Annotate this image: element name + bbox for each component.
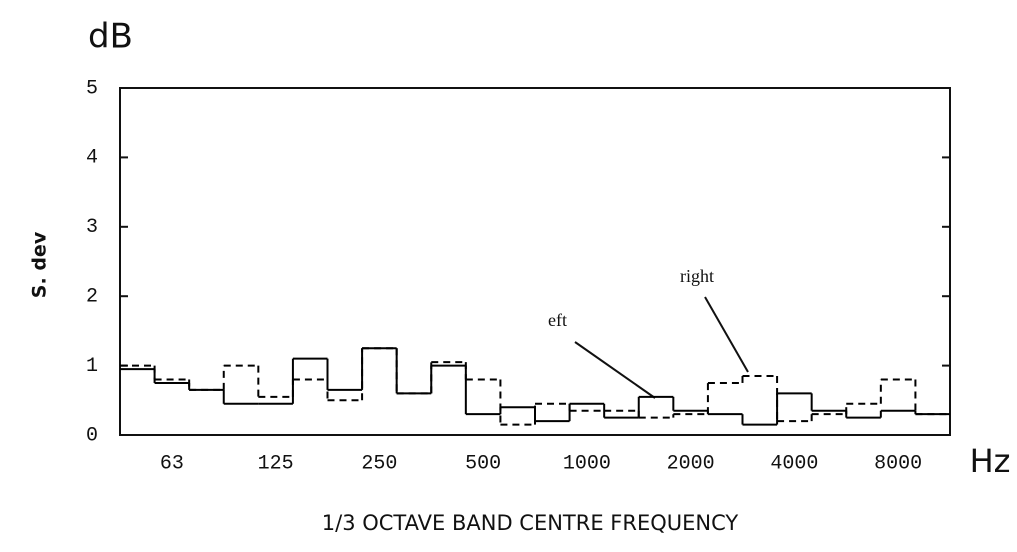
x-tick-label: 8000 bbox=[874, 452, 922, 475]
annotation: right bbox=[680, 266, 714, 286]
x-tick-label: 250 bbox=[361, 452, 397, 475]
plot-frame bbox=[119, 87, 951, 436]
chart-title: dB bbox=[88, 17, 133, 57]
leader-line bbox=[704, 296, 749, 373]
y-tick-label: 1 bbox=[86, 355, 98, 378]
leader-line bbox=[574, 341, 656, 399]
x-tick-label: 125 bbox=[258, 452, 294, 475]
y-tick-label: 3 bbox=[86, 216, 98, 239]
x-tick-label: 63 bbox=[160, 452, 184, 475]
x-tick-label: 500 bbox=[465, 452, 501, 475]
y-tick-label: 2 bbox=[86, 285, 98, 308]
x-tick-label: 1000 bbox=[563, 452, 611, 475]
annotation: eft bbox=[548, 310, 567, 330]
y-tick-label: 5 bbox=[86, 77, 98, 100]
y-tick-label: 4 bbox=[86, 147, 98, 170]
y-tick-label: 0 bbox=[86, 424, 98, 447]
x-tick-label: 4000 bbox=[770, 452, 818, 475]
y-axis-label: S. dev bbox=[29, 231, 51, 298]
x-axis-label: 1/3 OCTAVE BAND CENTRE FREQUENCY bbox=[322, 511, 739, 535]
x-unit: Hz bbox=[970, 442, 1011, 480]
x-tick-label: 2000 bbox=[667, 452, 715, 475]
